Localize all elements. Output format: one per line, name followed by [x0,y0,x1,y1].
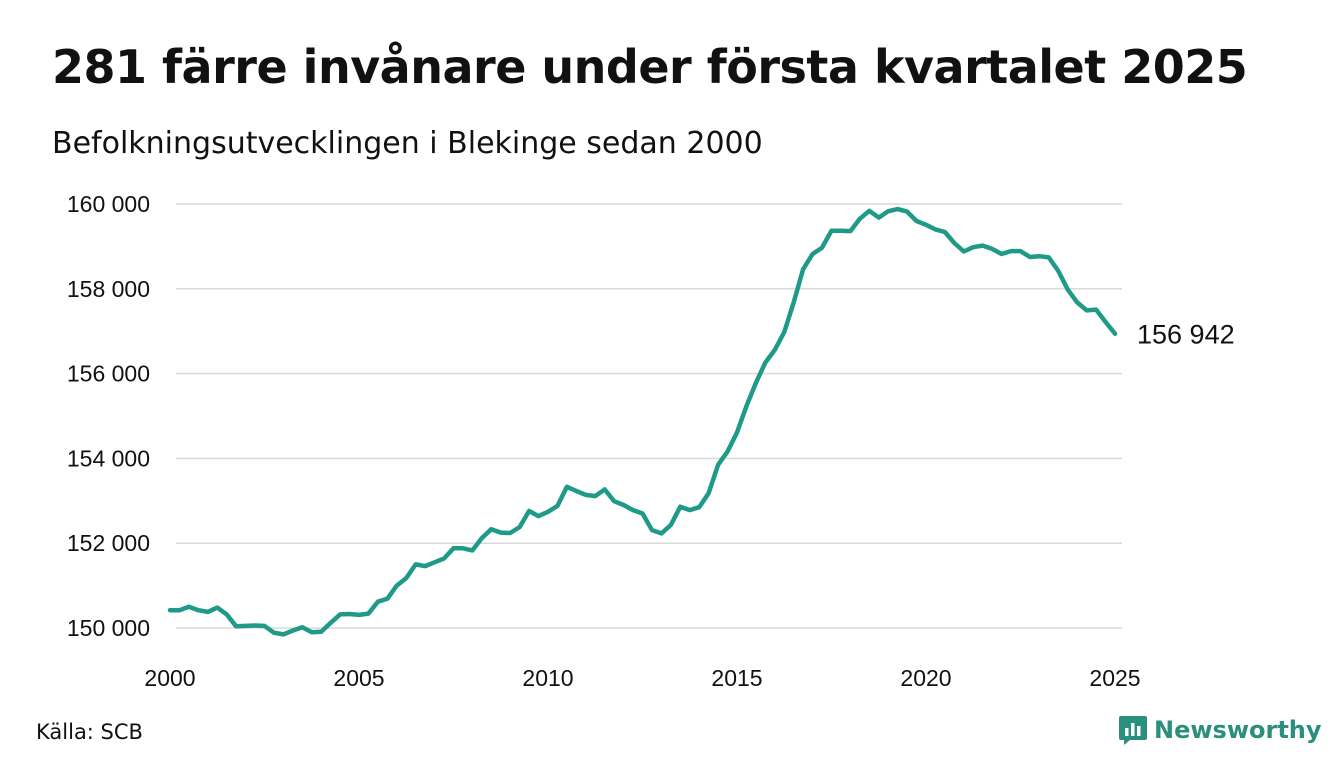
brand-logo[interactable]: Newsworthy [1118,714,1322,746]
grid-lines [176,203,1122,629]
y-tick-label: 152 000 [67,530,150,556]
x-tick-label: 2005 [333,665,384,691]
newsworthy-logo-icon [1119,716,1147,745]
chart-subtitle: Befolkningsutvecklingen i Blekinge sedan… [52,126,763,161]
x-tick-label: 2015 [711,665,762,691]
source-label: Källa: SCB [36,720,143,744]
x-tick-label: 2020 [900,665,951,691]
chart-title: 281 färre invånare under första kvartale… [52,40,1248,94]
x-axis-ticks: 2000 2005 2010 2015 2020 2025 [144,665,1140,691]
end-value-label: 156 942 [1137,320,1235,350]
y-tick-label: 154 000 [67,445,150,471]
series-line [167,206,1118,637]
y-tick-label: 156 000 [67,361,150,387]
brand-name: Newsworthy [1154,716,1322,744]
y-tick-label: 150 000 [67,615,150,641]
x-tick-label: 2010 [522,665,573,691]
x-tick-label: 2000 [144,665,195,691]
x-tick-label: 2025 [1089,665,1140,691]
y-tick-label: 158 000 [67,276,150,302]
y-tick-label: 160 000 [67,191,150,217]
y-axis-ticks: 150 000 152 000 154 000 156 000 158 000 160 0… [67,191,150,641]
